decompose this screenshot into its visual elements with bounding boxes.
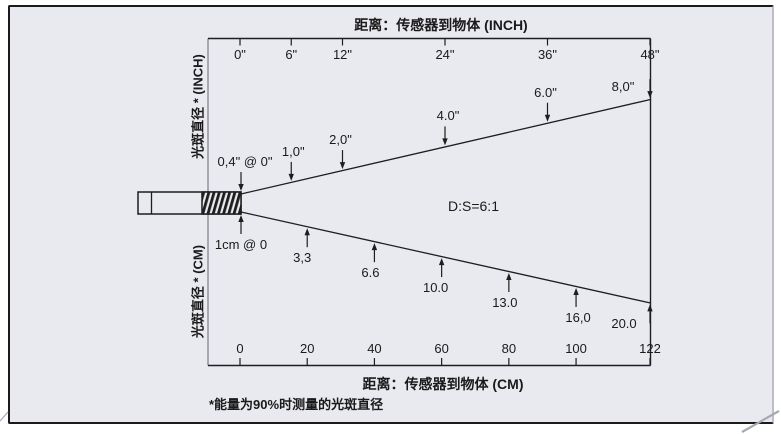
spot-callout-arrow-cm-head — [438, 258, 445, 266]
distance-to-spot-ratio-label: D:S=6:1 — [448, 198, 499, 214]
spot-callout-label-inch: 0,4" @ 0" — [217, 154, 273, 169]
spot-callout-arrow-inch-head — [339, 162, 346, 170]
top-axis-tick-label: 24" — [435, 47, 455, 62]
spot-callout-label-inch: 6.0" — [534, 84, 557, 100]
bottom-axis-tick-label: 122 — [639, 341, 661, 356]
sensor-threads — [201, 191, 242, 215]
beam-lower-line — [240, 211, 651, 304]
footnote: *能量为90%时测量的光斑直径 — [209, 397, 384, 412]
spot-callout-arrow-cm-head — [238, 215, 244, 222]
spot-callout-arrow-cm-head — [506, 273, 512, 281]
top-axis-tick-label: 0" — [234, 47, 246, 62]
spot-callout-label-cm: 20.0 — [611, 316, 637, 332]
spot-callout-label-cm: 16,0 — [565, 309, 591, 325]
spot-callout-arrow-cm-head — [573, 287, 579, 295]
spot-callout-arrow-inch-head — [238, 184, 244, 191]
top-axis-tick-label: 6" — [285, 47, 298, 62]
spot-callout-label-inch: 8,0" — [611, 79, 635, 95]
spot-callout-label-inch: 2,0" — [329, 132, 352, 148]
bottom-axis-tick-label: 100 — [565, 341, 587, 356]
beam-upper-line — [240, 98, 651, 195]
top-axis-tick-label: 36" — [537, 47, 558, 62]
spot-callout-arrow-cm-head — [647, 304, 653, 312]
spot-callout-label-cm: 3,3 — [293, 250, 312, 266]
spot-callout-label-cm: 6.6 — [361, 265, 380, 281]
diagram-panel — [8, 5, 774, 424]
spot-callout-label-inch: 4.0" — [436, 108, 460, 124]
spot-callout-arrow-inch-head — [288, 173, 294, 181]
top-axis-title: 距离：传感器到物体 (INCH) — [354, 17, 528, 33]
spot-callout-label-inch: 1,0" — [281, 143, 305, 159]
top-axis-tick-label: 12" — [332, 47, 353, 62]
spot-callout-arrow-inch-head — [647, 91, 653, 99]
bottom-axis-tick-label: 40 — [367, 341, 382, 356]
top-axis-tick-label: 48" — [640, 47, 660, 62]
bottom-axis-tick-label: 80 — [501, 341, 517, 356]
spot-callout-arrow-cm-head — [304, 228, 310, 236]
bottom-axis-tick-label: 0 — [236, 341, 244, 356]
spot-callout-arrow-cm-head — [371, 243, 378, 251]
bottom-axis-tick-label: 60 — [434, 341, 449, 356]
corner-curl-line — [741, 410, 780, 433]
spot-callout-label-cm: 10.0 — [422, 280, 449, 296]
bottom-axis-title: 距离：传感器到物体 (CM) — [362, 376, 524, 392]
spot-callout-arrow-inch-head — [544, 114, 551, 122]
corner-curl-line-left — [0, 411, 9, 422]
spot-callout-arrow-inch-head — [442, 138, 448, 146]
spot-callout-label-cm: 1cm @ 0 — [214, 237, 268, 252]
spot-callout-label-cm: 13.0 — [492, 295, 518, 311]
bottom-axis-tick-label: 20 — [299, 341, 315, 356]
